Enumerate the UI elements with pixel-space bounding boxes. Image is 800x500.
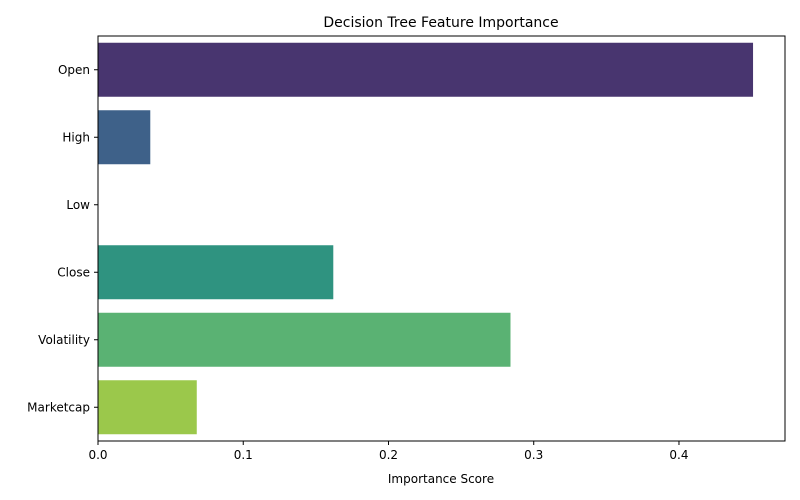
chart-title: Decision Tree Feature Importance bbox=[323, 15, 558, 31]
x-tick-label: 0.1 bbox=[234, 448, 253, 462]
x-tick-label: 0.2 bbox=[379, 448, 398, 462]
x-axis-ticks: 0.0 0.1 0.2 0.3 0.4 bbox=[88, 441, 689, 462]
y-tick-label: Open bbox=[58, 63, 90, 77]
y-tick-label: High bbox=[62, 130, 90, 144]
x-tick-label: 0.3 bbox=[524, 448, 543, 462]
bar-close bbox=[98, 245, 334, 300]
y-axis-ticks: Open High Low Close Volatility Marketcap bbox=[27, 63, 98, 414]
y-tick-label: Marketcap bbox=[27, 400, 90, 414]
y-tick-label: Close bbox=[57, 265, 90, 279]
y-tick-label: Volatility bbox=[38, 333, 90, 347]
plot-frame bbox=[97, 35, 786, 442]
x-tick-label: 0.0 bbox=[88, 448, 107, 462]
bar-open bbox=[98, 42, 754, 97]
bar-marketcap bbox=[98, 380, 197, 435]
x-axis-label: Importance Score bbox=[388, 472, 494, 486]
x-tick-label: 0.4 bbox=[669, 448, 688, 462]
bar-high bbox=[98, 110, 151, 165]
bars-group bbox=[98, 42, 754, 435]
y-tick-label: Low bbox=[66, 198, 90, 212]
bar-volatility bbox=[98, 312, 511, 367]
